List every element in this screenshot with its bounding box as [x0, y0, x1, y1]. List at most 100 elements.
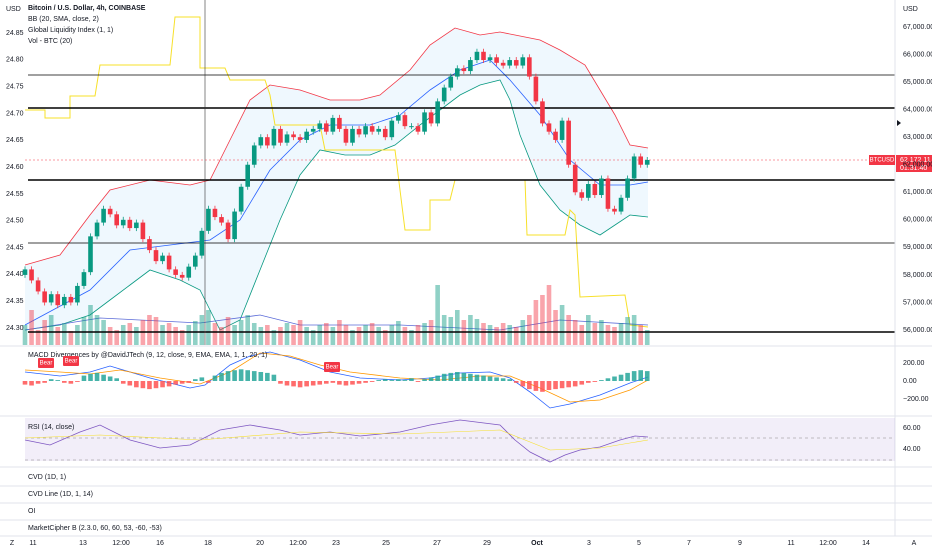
macd-bar [546, 381, 552, 390]
candle [441, 87, 447, 102]
macd-bar [317, 381, 323, 385]
volume-bar [540, 295, 545, 345]
macd-bar [572, 381, 578, 387]
volume-bar [369, 323, 375, 345]
axis-label: 24.70 [6, 110, 24, 117]
volume-bar [441, 315, 447, 345]
axis-label: 24.50 [6, 218, 24, 225]
indicator[interactable]: Vol - BTC (20) [28, 38, 72, 45]
macd-bar [586, 381, 591, 383]
candle [120, 219, 126, 226]
macd-bar [101, 374, 106, 381]
axis-label: 56,000.00 [903, 327, 932, 334]
macd-bar [114, 378, 119, 381]
candle [35, 280, 41, 292]
candle [153, 250, 159, 262]
bb-fill [25, 28, 648, 330]
candle [107, 208, 113, 215]
candle [238, 186, 244, 212]
macd-bar [271, 374, 277, 381]
macd-bar [494, 377, 499, 381]
candle [29, 269, 34, 281]
volume-bar [481, 323, 486, 345]
volume-bar [245, 315, 250, 345]
macd-bar [206, 381, 211, 383]
macd-bar [304, 381, 309, 387]
time-label: 27 [433, 540, 441, 547]
volume-bar [251, 323, 257, 345]
corner[interactable]: Z [10, 540, 15, 547]
volume-bar [644, 330, 650, 345]
macd-bar [330, 381, 336, 383]
indicator[interactable]: MarketCipher B (2.3.0, 60, 60, 53, -60, … [28, 525, 162, 532]
axis-label: 60.00 [903, 425, 921, 432]
macd-bar [166, 381, 172, 387]
macd-bar [625, 372, 630, 381]
volume-bar [507, 325, 512, 345]
candle [487, 57, 493, 61]
candle [140, 222, 146, 240]
macd-bar [409, 378, 414, 381]
symbol[interactable]: Bitcoin / U.S. Dollar, 4h, COINBASE [28, 5, 146, 12]
macd-bar [638, 370, 643, 381]
macd-bar [147, 381, 152, 390]
time-label: 13 [79, 540, 87, 547]
macd-bar [68, 381, 74, 384]
volume-bar [618, 323, 624, 345]
volume-bar [232, 325, 237, 345]
candle [599, 178, 604, 196]
candle [258, 137, 264, 146]
macd-bar [455, 372, 460, 381]
macd-bar [62, 381, 67, 383]
macd-bar [369, 381, 375, 382]
macd-bar [468, 373, 473, 381]
volume-bar [284, 323, 290, 345]
currency: USD [6, 6, 21, 13]
macd-bar [153, 381, 159, 389]
macd-bar [94, 372, 100, 381]
indicator[interactable]: MACD Divergences by @DavidJTech (9, 12, … [28, 352, 267, 359]
volume-bar [81, 317, 87, 345]
candle [330, 117, 336, 132]
indicator[interactable]: BB (20, SMA, close, 2) [28, 16, 99, 23]
candle [546, 123, 552, 132]
macd-bar [140, 381, 146, 389]
axis-label: 24.75 [6, 83, 24, 90]
volume-bar [389, 325, 395, 345]
macd-bar [186, 381, 192, 383]
indicator[interactable]: OI [28, 508, 35, 515]
time-label: 12:00 [819, 540, 837, 547]
macd-bar [48, 379, 54, 381]
candle [527, 57, 532, 77]
volume-bar [396, 321, 401, 345]
rsi-line [24, 419, 649, 463]
volume-bar [592, 323, 598, 345]
indicator[interactable]: Global Liquidity Index (1, 1) [28, 27, 113, 34]
volume-bar [356, 327, 362, 345]
candle [631, 156, 637, 179]
volume-bar [625, 317, 630, 345]
macd-bar [527, 381, 532, 390]
volume-bar [513, 327, 519, 345]
volume-bar [638, 325, 643, 345]
indicator[interactable]: CVD (1D, 1) [28, 474, 66, 481]
candle [212, 208, 218, 218]
candle [481, 51, 486, 61]
time-label: 25 [382, 540, 390, 547]
indicator[interactable]: RSI (14, close) [28, 424, 74, 431]
time-label: 29 [483, 540, 491, 547]
macd-bar [487, 376, 493, 381]
macd-bar [350, 381, 355, 385]
volume-bar [324, 323, 329, 345]
macd-bar [324, 381, 329, 384]
macd-bar [179, 381, 185, 384]
volume-bar [35, 330, 41, 345]
indicator[interactable]: CVD Line (1D, 1, 14) [28, 491, 93, 498]
corner[interactable]: A [912, 540, 917, 547]
candle [520, 57, 526, 66]
axis-label: 64,000.00 [903, 106, 932, 113]
volume-bar [317, 325, 323, 345]
axis-label: 24.80 [6, 57, 24, 64]
candle [251, 145, 257, 165]
